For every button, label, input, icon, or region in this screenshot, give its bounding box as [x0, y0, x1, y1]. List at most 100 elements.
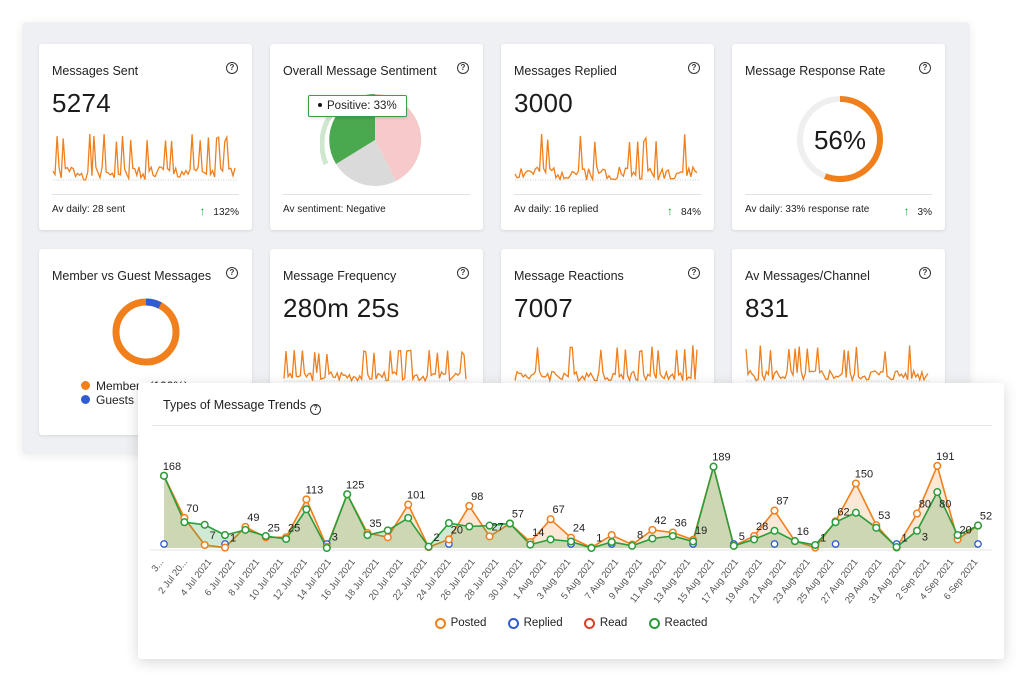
- data-label: 52: [980, 511, 992, 523]
- change-percent: 3%: [917, 207, 932, 218]
- sparkline: [745, 345, 930, 382]
- data-label: 5: [739, 531, 745, 543]
- data-label: 1: [820, 533, 826, 545]
- help-icon[interactable]: ?: [688, 267, 700, 279]
- data-label: 150: [855, 469, 873, 481]
- point-reacted: [689, 537, 698, 546]
- data-label: 36: [675, 518, 687, 530]
- data-label: 14: [532, 527, 544, 539]
- help-icon[interactable]: ?: [919, 62, 931, 74]
- sparkline: [514, 133, 699, 183]
- sentiment-card: Overall Message Sentiment ? Av sentiment…: [270, 44, 483, 230]
- data-label: 168: [163, 461, 181, 473]
- series-area-reacted: [164, 466, 978, 548]
- legend-guests: Guests: [81, 393, 188, 407]
- data-label: 87: [776, 496, 788, 508]
- point-reacted: [628, 541, 637, 550]
- legend-reacted[interactable]: Reacted: [648, 617, 708, 629]
- sparkline-path: [514, 345, 698, 384]
- point-reacted: [546, 535, 555, 544]
- response-rate-card: Message Response Rate ? 56% Av daily: 33…: [732, 44, 945, 230]
- data-label: 80: [939, 499, 951, 511]
- point-reacted: [790, 537, 799, 546]
- point-posted: [648, 525, 657, 534]
- footer-left: Av daily: 28 sent: [52, 204, 126, 215]
- point-posted: [444, 535, 453, 544]
- card-title: Messages Replied: [514, 64, 617, 78]
- data-label: 53: [878, 510, 890, 522]
- data-label: 42: [654, 515, 666, 527]
- card-title: Messages Sent: [52, 64, 139, 78]
- help-icon[interactable]: ?: [919, 267, 931, 279]
- sparkline: [283, 349, 468, 383]
- point-posted: [200, 540, 209, 550]
- point-reacted: [505, 519, 514, 528]
- data-label: 19: [695, 525, 707, 537]
- tooltip-text: Positive: 33%: [327, 100, 397, 112]
- point-reacted: [811, 540, 820, 550]
- pie-slice-neutral: [336, 140, 396, 186]
- legend-label: Guests: [96, 393, 135, 407]
- point-posted: [220, 543, 230, 552]
- help-icon[interactable]: ?: [226, 62, 238, 74]
- help-icon[interactable]: ?: [226, 267, 238, 279]
- card-title: Message Reactions: [514, 269, 624, 283]
- data-label: 57: [512, 508, 524, 520]
- data-label: 1: [596, 533, 602, 545]
- card-footer: Av daily: 33% response rate ↑ 3%: [745, 194, 932, 218]
- legend-label: Posted: [450, 617, 487, 629]
- chart-title: Types of Message Trends?: [163, 398, 322, 415]
- point-reacted: [750, 535, 759, 544]
- response-rate-gauge: 56%: [797, 96, 883, 182]
- legend-read[interactable]: Read: [583, 617, 627, 629]
- legend-posted[interactable]: Posted: [434, 617, 487, 629]
- change-percent: 132%: [213, 207, 239, 218]
- data-label: 3: [332, 532, 338, 544]
- legend-replied[interactable]: Replied: [507, 617, 563, 629]
- divider: [152, 425, 992, 426]
- sparkline: [514, 345, 699, 384]
- point-reacted: [892, 543, 901, 552]
- member-guest-donut[interactable]: [111, 297, 181, 367]
- point-reacted: [383, 526, 392, 535]
- replied-point: [831, 540, 840, 548]
- point-reacted: [648, 534, 657, 543]
- data-label: 113: [306, 484, 324, 496]
- sparkline: [52, 133, 237, 181]
- data-label: 25: [268, 522, 280, 534]
- messages-replied-card: Messages Replied ? 3000 Av daily: 16 rep…: [501, 44, 714, 230]
- messages-sent-card: Messages Sent ? 5274 Av daily: 28 sent ↑…: [39, 44, 252, 230]
- chart-legend: Posted Replied Read Reacted: [138, 617, 1004, 632]
- point-reacted: [973, 521, 983, 530]
- point-reacted: [872, 523, 881, 532]
- point-reacted: [159, 471, 169, 480]
- card-title: Message Response Rate: [745, 64, 886, 78]
- arrow-up-icon: ↑: [666, 204, 673, 218]
- legend-label: Reacted: [664, 617, 708, 629]
- arrow-up-icon: ↑: [199, 204, 206, 218]
- point-reacted: [444, 519, 453, 528]
- help-icon[interactable]: ?: [310, 404, 322, 415]
- point-reacted: [729, 541, 738, 550]
- point-reacted: [363, 531, 372, 540]
- data-label: 16: [797, 526, 809, 538]
- point-reacted: [770, 526, 779, 535]
- card-title: Member vs Guest Messages: [52, 269, 212, 283]
- sparkline-path: [283, 349, 467, 383]
- sparkline-path: [745, 345, 929, 382]
- metric-value: 3000: [514, 88, 574, 118]
- help-icon[interactable]: ?: [688, 62, 700, 74]
- replied-point: [974, 540, 982, 548]
- message-trends-card: Types of Message Trends? 168 70 7 1 49 25 113 2…: [138, 383, 1004, 659]
- data-label: 1: [902, 533, 908, 545]
- point-posted: [770, 506, 779, 515]
- footer-left: Av sentiment: Negative: [283, 204, 386, 215]
- change-percent: 84%: [680, 207, 701, 218]
- x-tick-label: 3...: [150, 557, 167, 574]
- point-posted: [912, 509, 922, 518]
- data-label: 3: [922, 532, 928, 544]
- help-icon[interactable]: ?: [457, 267, 469, 279]
- help-icon[interactable]: ?: [457, 62, 469, 74]
- metric-value: 7007: [514, 293, 574, 323]
